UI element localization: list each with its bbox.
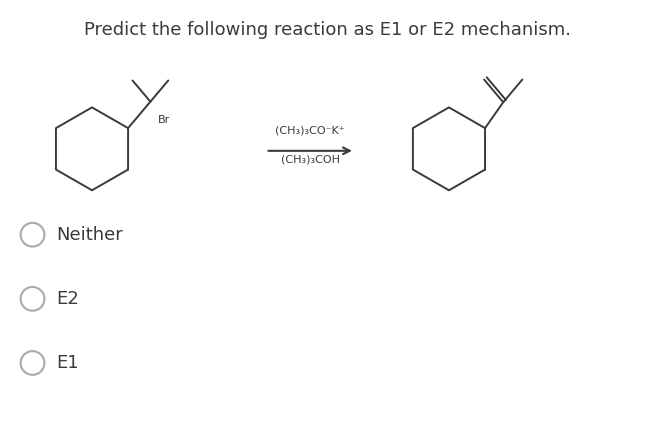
Text: E1: E1 [56,354,79,372]
Text: Neither: Neither [56,226,123,244]
Text: E2: E2 [56,290,79,308]
Text: (CH₃)₃COH: (CH₃)₃COH [280,155,340,165]
Text: Br: Br [159,115,170,126]
Text: Predict the following reaction as E1 or E2 mechanism.: Predict the following reaction as E1 or … [83,21,571,38]
Text: (CH₃)₃CO⁻K⁺: (CH₃)₃CO⁻K⁺ [275,125,345,135]
